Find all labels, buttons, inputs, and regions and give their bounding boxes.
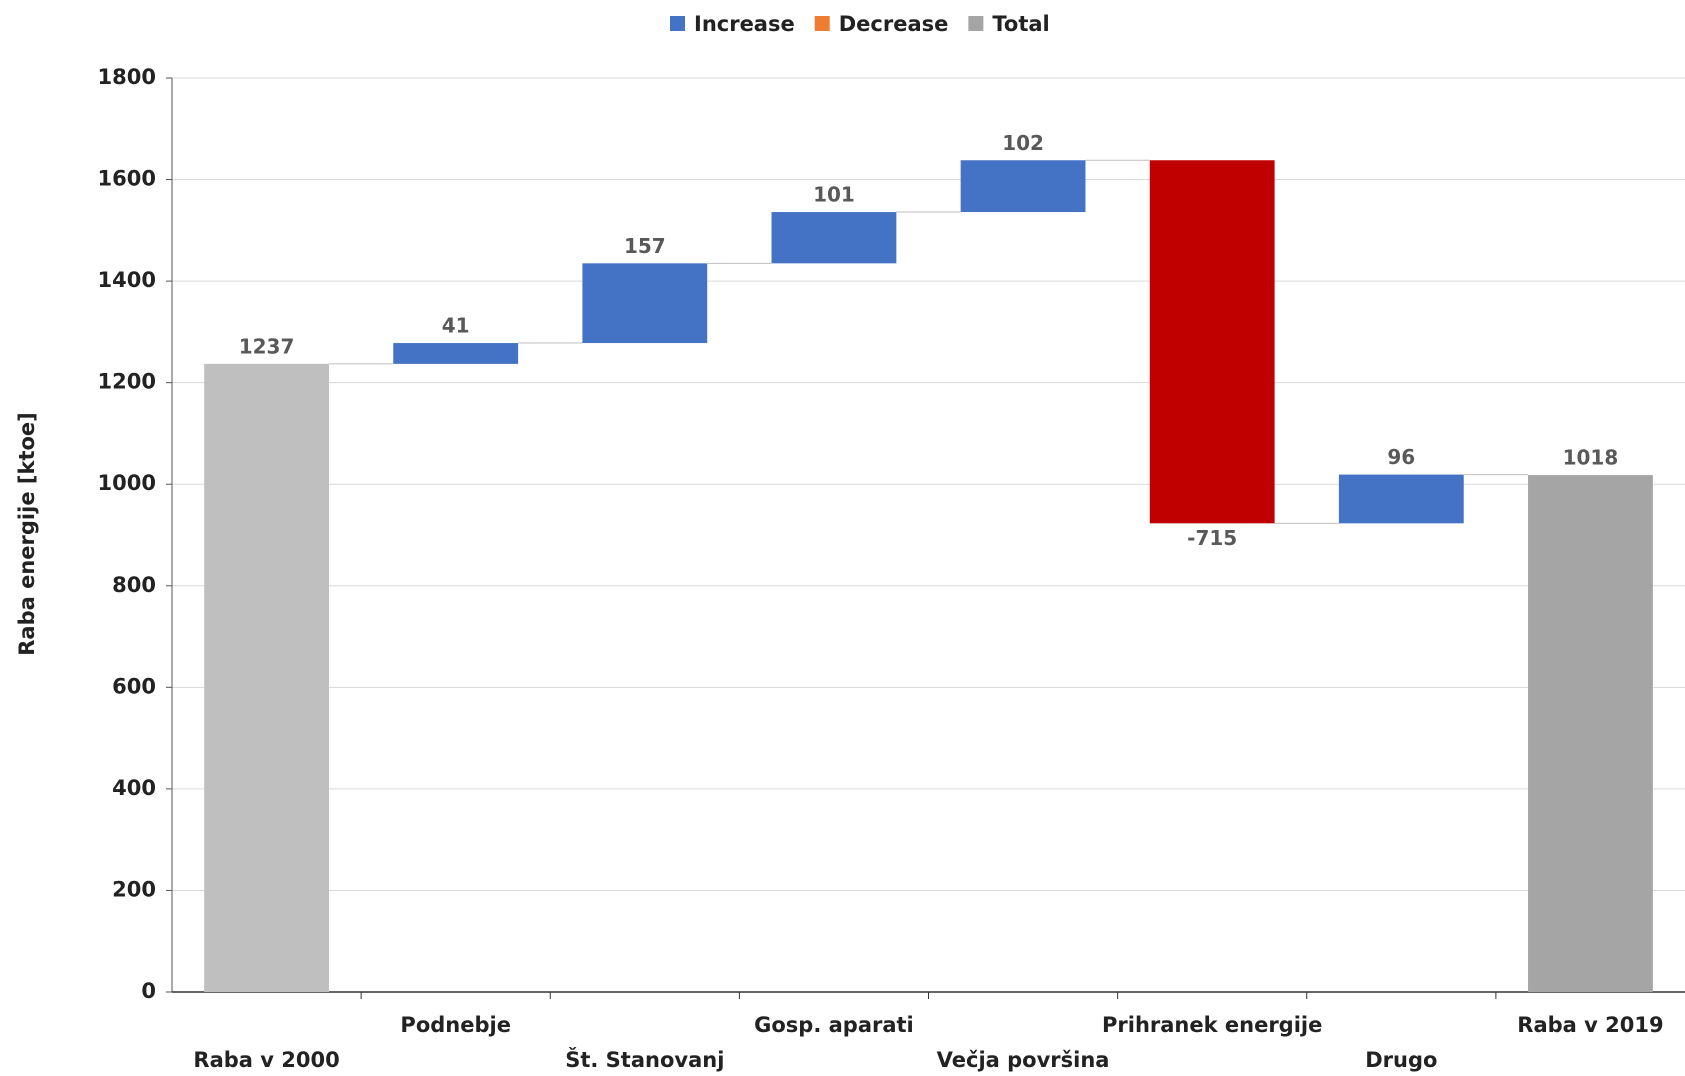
data-label: 1018	[1563, 446, 1619, 470]
y-axis-title: Raba energije [ktoe]	[15, 412, 39, 656]
y-tick-label: 1000	[98, 471, 156, 495]
y-tick-label: 1800	[98, 65, 156, 89]
bar	[1338, 474, 1464, 524]
bar	[204, 363, 329, 992]
y-tick-label: 600	[112, 674, 156, 698]
bar	[1149, 160, 1275, 524]
data-label: 102	[1002, 131, 1044, 155]
x-tick-label: Podnebje	[400, 1013, 511, 1037]
y-tick-label: 1200	[98, 370, 156, 394]
bar	[1528, 475, 1653, 992]
y-tick-label: 200	[112, 877, 156, 901]
x-tick-label: Prihranek energije	[1102, 1013, 1322, 1037]
bar	[393, 343, 519, 364]
data-label: 41	[442, 314, 470, 338]
legend-label: Increase	[694, 12, 795, 36]
legend-swatch	[814, 16, 830, 31]
legend-swatch	[670, 16, 685, 31]
y-tick-label: 1600	[98, 167, 156, 191]
data-label: 157	[624, 234, 666, 258]
bar	[582, 263, 708, 344]
legend-label: Total	[992, 12, 1049, 36]
legend-swatch	[968, 16, 984, 31]
y-tick-label: 800	[112, 573, 156, 597]
x-tick-label: Večja površina	[937, 1048, 1110, 1072]
x-tick-label: Raba v 2019	[1517, 1013, 1663, 1037]
y-tick-label: 0	[141, 979, 156, 1003]
x-tick-label: Št. Stanovanj	[565, 1047, 724, 1072]
bar	[960, 160, 1086, 213]
data-label: 1237	[239, 334, 295, 358]
data-label: 101	[813, 183, 855, 207]
y-tick-label: 400	[112, 776, 156, 800]
x-tick-label: Raba v 2000	[193, 1048, 339, 1072]
y-tick-label: 1400	[98, 268, 156, 292]
data-label: 96	[1387, 445, 1415, 469]
x-tick-label: Drugo	[1365, 1048, 1437, 1072]
x-tick-label: Gosp. aparati	[754, 1013, 914, 1037]
legend-label: Decrease	[839, 12, 949, 36]
bar	[771, 212, 897, 264]
data-label: -715	[1187, 526, 1237, 550]
